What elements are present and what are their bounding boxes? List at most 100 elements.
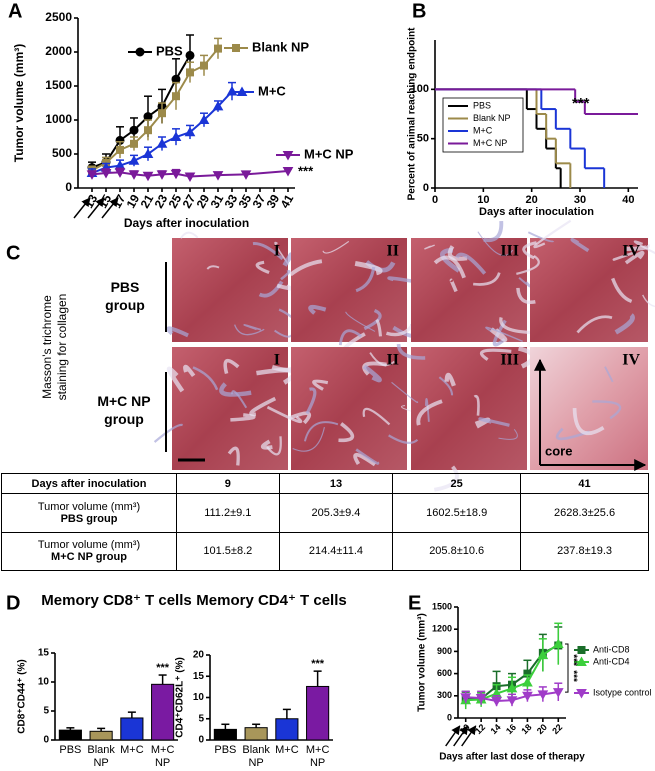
point <box>158 109 166 118</box>
collagen-fiber <box>276 283 293 291</box>
point <box>142 171 154 182</box>
x-axis-label: Days after last dose of therapy <box>439 752 585 763</box>
collagen-fiber <box>252 242 284 261</box>
legend-label: PBS <box>156 43 183 58</box>
collagen-fiber <box>180 231 199 239</box>
legend-label: M+C NP <box>304 146 354 161</box>
collagen-fiber <box>234 324 265 336</box>
collagen-fiber <box>478 417 510 427</box>
dose-arrow <box>73 197 91 219</box>
collagen-fiber <box>516 255 540 275</box>
y-tick-label: 0 <box>423 182 429 194</box>
point <box>282 167 294 177</box>
collagen-fiber <box>473 394 480 416</box>
collagen-fiber <box>206 265 220 270</box>
core-label: core <box>545 443 572 458</box>
collagen-fiber <box>485 326 523 343</box>
point <box>537 690 549 700</box>
point <box>212 171 224 181</box>
y-tick-label: 0 <box>447 712 452 722</box>
point <box>491 696 502 707</box>
legend-label: M+C NP <box>473 138 507 148</box>
panel-label: C <box>6 242 20 264</box>
collagen-fiber <box>416 399 443 426</box>
collagen-fiber <box>516 287 536 305</box>
x-tick-label: PBS <box>214 744 237 756</box>
x-tick-label: 41 <box>278 192 297 211</box>
collagen-fiber <box>338 422 355 443</box>
collagen-fiber <box>249 396 277 417</box>
point <box>170 169 182 180</box>
collagen-fiber <box>499 317 534 335</box>
collagen-fiber <box>322 240 350 254</box>
collagen-fiber <box>533 219 572 249</box>
group-label: M+C NP group <box>97 393 151 427</box>
point <box>552 638 564 648</box>
collagen-fiber <box>362 407 391 426</box>
collagen-fiber <box>266 405 303 424</box>
collagen-fiber <box>345 311 376 332</box>
collagen-fiber <box>355 448 380 465</box>
collagen-fiber <box>604 366 614 383</box>
legend-marker <box>577 646 586 654</box>
bar <box>120 717 144 741</box>
collagen-fiber <box>362 361 387 376</box>
cell: 205.8±10.6 <box>392 531 522 571</box>
collagen-fiber <box>527 231 555 243</box>
cell: 237.8±19.3 <box>520 531 649 571</box>
panel-label: B <box>412 0 426 22</box>
x-tick-label: 37 <box>250 192 269 211</box>
point <box>185 50 195 60</box>
point <box>156 138 168 148</box>
collagen-fiber <box>354 260 383 276</box>
collagen-fiber <box>473 272 501 286</box>
collagen-fiber <box>444 372 456 387</box>
collagen-fiber <box>280 270 291 281</box>
point <box>100 169 112 179</box>
collagen-fiber <box>192 366 219 391</box>
volume-table: Days after inoculation 9 13 25 41 Tumor … <box>1 472 649 571</box>
legend-marker <box>135 47 145 57</box>
x-axis-label: Days after inoculation <box>124 216 249 230</box>
legend-marker <box>236 86 248 96</box>
collagen-fiber <box>396 343 426 360</box>
legend-marker <box>576 689 587 699</box>
dose-arrow <box>453 725 469 747</box>
bracket <box>565 643 569 693</box>
cell: 101.5±8.2 <box>176 531 280 571</box>
bar <box>306 685 330 741</box>
y-tick-label: 15 <box>193 671 205 682</box>
y-tick-label: 0 <box>198 735 204 746</box>
micrograph <box>172 238 288 342</box>
y-tick-label: 500 <box>52 146 72 160</box>
y-tick-label: 600 <box>437 668 452 678</box>
collagen-fiber <box>518 277 532 288</box>
collagen-fiber <box>223 358 240 375</box>
x-tick-label: 19 <box>124 192 143 211</box>
panel-numeral: I <box>274 352 280 369</box>
x-tick-label: 31 <box>208 192 227 211</box>
legend-label: Anti-CD4 <box>593 656 630 666</box>
collagen-fiber <box>612 251 636 261</box>
header-cell: 41 <box>520 472 649 495</box>
collagen-fiber <box>477 231 514 256</box>
micrograph <box>530 347 648 470</box>
cell: 214.4±11.4 <box>278 531 394 571</box>
panel-numeral: IV <box>622 243 640 260</box>
row-label: Tumor volume (mm³) M+C NP group <box>1 531 177 571</box>
collagen-fiber <box>292 426 325 452</box>
collagen-fiber <box>355 266 376 293</box>
group-label: PBS group <box>105 279 145 313</box>
point <box>522 691 533 702</box>
legend-label: M+C <box>473 125 493 135</box>
collagen-fiber <box>455 252 487 275</box>
x-tick-label: Blank NP <box>242 744 270 769</box>
collagen-fiber <box>433 255 466 279</box>
x-tick-label: 10 <box>477 194 489 206</box>
collagen-fiber <box>312 379 329 391</box>
y-tick-label: 5 <box>198 713 204 724</box>
collagen-fiber <box>483 220 504 243</box>
annotation: *** <box>156 662 170 674</box>
collagen-fiber <box>480 348 512 361</box>
row-label-text: Tumor volume (mm³) <box>37 539 141 552</box>
